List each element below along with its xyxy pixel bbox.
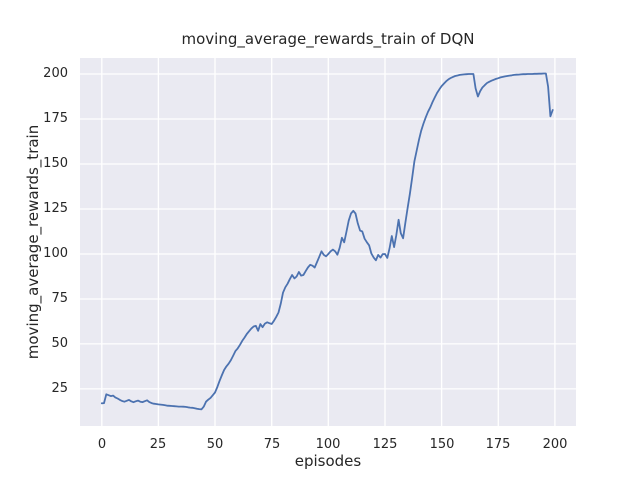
x-tick-label: 25 <box>149 437 167 452</box>
x-tick-label: 125 <box>372 437 398 452</box>
y-tick-label: 100 <box>43 246 68 261</box>
x-tick-label: 0 <box>97 437 107 452</box>
y-tick-label: 150 <box>43 156 68 171</box>
data-line <box>100 72 554 411</box>
y-tick-label: 125 <box>43 201 68 216</box>
y-tick-label: 200 <box>43 66 68 81</box>
y-tick-label: 50 <box>51 336 68 351</box>
x-axis-label: episodes <box>294 452 362 470</box>
x-tick-label: 50 <box>206 437 224 452</box>
chart-title: moving_average_rewards_train of DQN <box>181 30 475 48</box>
x-tick-label: 150 <box>429 437 455 452</box>
y-tick-label: 175 <box>43 111 68 126</box>
y-tick-label: 25 <box>51 381 68 396</box>
x-tick-label: 75 <box>263 437 281 452</box>
x-tick-label: 100 <box>315 437 341 452</box>
x-tick-label: 175 <box>485 437 511 452</box>
y-tick-label: 75 <box>51 291 68 306</box>
x-tick-label: 200 <box>542 437 568 452</box>
